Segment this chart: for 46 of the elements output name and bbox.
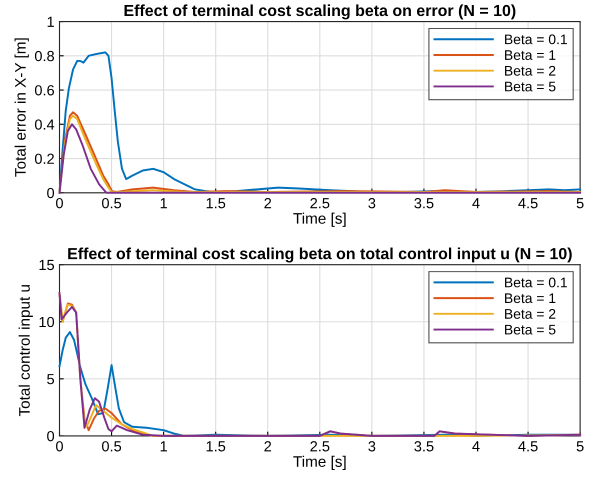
y-tick-label: 0.4 — [34, 119, 54, 130]
legend-label: Beta = 2 — [505, 308, 556, 319]
x-tick-label: 0 — [56, 198, 63, 208]
y-tick-label: 0.8 — [34, 50, 54, 62]
y-axis-title: Total error in X-Y [m] — [14, 38, 29, 177]
x-tick-label: 4.5 — [518, 198, 538, 208]
x-tick-label: 0.5 — [102, 198, 122, 208]
legend-label: Beta = 2 — [505, 66, 556, 76]
x-tick-label: 4.5 — [518, 441, 538, 452]
y-tick-label: 0 — [47, 188, 54, 198]
chart-title: Effect of terminal cost scaling beta on total control input u (N = 10) — [68, 248, 572, 263]
chart-title: Effect of terminal cost scaling beta on error (N = 10) — [124, 4, 516, 20]
x-tick-label: 5 — [576, 198, 584, 208]
x-tick-label: 2.5 — [310, 441, 330, 452]
y-tick-label: 5 — [47, 374, 54, 384]
x-tick-label: 4 — [472, 198, 480, 208]
x-tick-label: 2 — [264, 441, 272, 452]
x-tick-label: 4 — [472, 441, 480, 452]
x-tick-label: 0 — [56, 441, 63, 452]
x-tick-label: 2 — [264, 198, 272, 208]
x-tick-label: 3 — [368, 441, 376, 452]
y-tick-label: 10 — [40, 316, 54, 328]
y-tick-label: 1 — [48, 16, 54, 27]
legend-label: Beta = 5 — [505, 82, 556, 92]
x-tick-label: 0.5 — [102, 441, 122, 452]
x-tick-label: 3 — [368, 198, 376, 208]
legend-label: Beta = 1 — [505, 293, 556, 304]
x-tick-label: 1 — [160, 198, 167, 208]
y-tick-label: 0.6 — [34, 85, 54, 96]
y-tick-label: 0.2 — [34, 154, 54, 164]
y-axis-title: Total control input u — [18, 285, 33, 416]
x-axis-title: Time [s] — [293, 212, 346, 227]
legend-label: Beta = 5 — [505, 324, 556, 335]
legend-label: Beta = 0.1 — [505, 278, 567, 288]
legend-label: Beta = 1 — [505, 50, 556, 60]
x-tick-label: 1.5 — [206, 441, 226, 452]
x-tick-label: 3.5 — [414, 441, 434, 452]
x-tick-label: 1.5 — [206, 198, 226, 208]
legend-label: Beta = 0.1 — [505, 34, 567, 44]
y-tick-label: 0 — [47, 430, 54, 442]
x-tick-label: 5 — [576, 441, 584, 452]
x-tick-label: 1 — [160, 441, 167, 452]
x-axis-title: Time [s] — [293, 456, 346, 470]
x-tick-label: 2.5 — [310, 198, 330, 208]
y-tick-label: 15 — [40, 260, 54, 270]
x-tick-label: 3.5 — [414, 198, 434, 208]
